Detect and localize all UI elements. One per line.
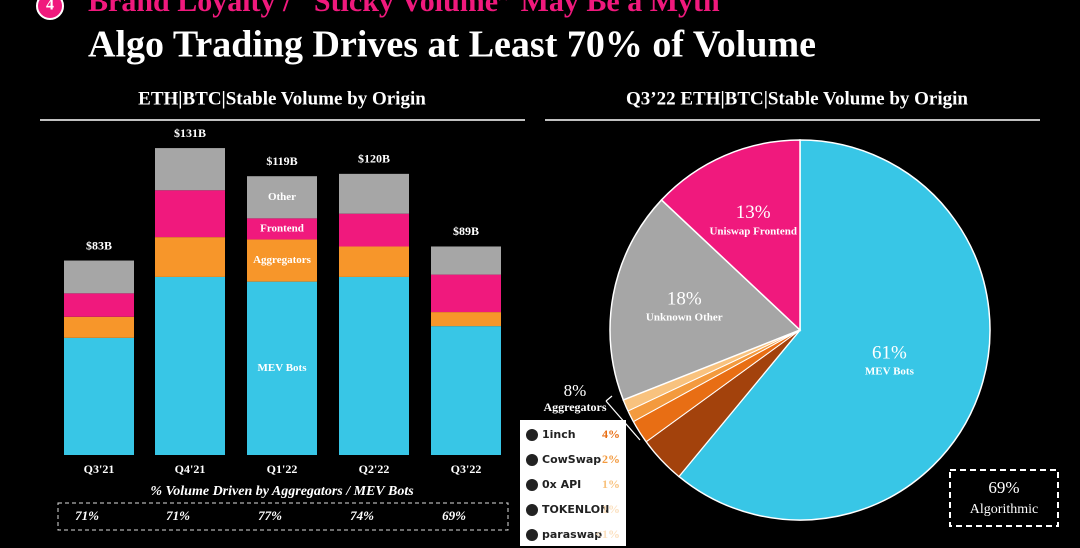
total-label: $131B xyxy=(174,126,206,140)
bar-segment xyxy=(247,176,317,219)
bar-segment xyxy=(155,276,225,455)
breakdown-value: 1% xyxy=(602,477,620,491)
x-tick-label: Q2'22 xyxy=(359,462,390,476)
bar-segment xyxy=(431,312,501,327)
bar-segment xyxy=(247,281,317,455)
bar-segment xyxy=(247,239,317,282)
bar-segment xyxy=(431,246,501,275)
bar-segment xyxy=(155,190,225,238)
total-label: $89B xyxy=(453,224,479,238)
share-label: 77% xyxy=(258,508,282,523)
logo-dot xyxy=(526,429,538,441)
bar-segment xyxy=(339,213,409,247)
breakdown-name: CowSwap xyxy=(542,453,601,466)
bar-segment xyxy=(431,326,501,455)
slice-value: 13% xyxy=(736,202,771,223)
breakdown-value: 2% xyxy=(602,452,620,466)
bar-chart-title: ETH|BTC|Stable Volume by Origin xyxy=(138,88,426,109)
slice-name: Aggregators xyxy=(543,400,606,414)
breakdown-value: 1% xyxy=(602,502,620,516)
pie-chart-title: Q3’22 ETH|BTC|Stable Volume by Origin xyxy=(626,88,968,109)
bar-segment xyxy=(64,293,134,317)
bar-segment xyxy=(431,274,501,313)
pie-slice xyxy=(677,139,991,521)
logo-dot xyxy=(526,504,538,516)
breakdown-value: 4% xyxy=(602,427,620,441)
annotation-text: Algorithmic xyxy=(970,502,1038,517)
footnote: % Volume Driven by Aggregators / MEV Bot… xyxy=(150,484,414,499)
bar-segment xyxy=(339,246,409,277)
bar-segment xyxy=(64,316,134,338)
bar-segment xyxy=(155,237,225,277)
breakdown-name: 0x API xyxy=(542,478,581,491)
annotation-value: 69% xyxy=(988,478,1019,497)
logo-dot xyxy=(526,529,538,541)
bar-segment xyxy=(339,173,409,214)
breakdown-name: TOKENLON xyxy=(542,503,609,516)
slice-value: 8% xyxy=(564,381,587,400)
share-label: 74% xyxy=(350,508,374,523)
breakdown-box xyxy=(520,420,626,546)
kicker: Brand Loyalty / “Sticky Volume” May Be a… xyxy=(88,0,720,18)
x-tick-label: Q4'21 xyxy=(175,462,206,476)
bar-segment xyxy=(155,148,225,191)
share-label: 71% xyxy=(75,508,99,523)
section-number: 4 xyxy=(46,0,54,14)
aggregator-bracket xyxy=(605,395,641,441)
annotation-box xyxy=(949,469,1059,527)
segment-label: Other xyxy=(268,191,296,203)
pie-slice xyxy=(609,198,802,401)
share-label: 69% xyxy=(442,508,466,523)
x-tick-label: Q3'21 xyxy=(84,462,115,476)
bar-segment xyxy=(339,276,409,455)
total-label: $120B xyxy=(358,152,390,166)
slide-title: Algo Trading Drives at Least 70% of Volu… xyxy=(88,24,816,66)
slice-name: Uniswap Frontend xyxy=(709,225,797,237)
logo-dot xyxy=(526,479,538,491)
total-label: $119B xyxy=(266,154,297,168)
breakdown-value: <1% xyxy=(595,527,620,541)
section-badge xyxy=(36,0,64,20)
share-label: 71% xyxy=(166,508,190,523)
segment-label: Frontend xyxy=(260,222,304,234)
bar-segment xyxy=(247,218,317,240)
logo-dot xyxy=(526,454,538,466)
bar-segment xyxy=(64,260,134,294)
share-box xyxy=(57,502,509,531)
x-tick-label: Q1'22 xyxy=(267,462,298,476)
slice-name: MEV Bots xyxy=(865,366,915,378)
slice-name: Unknown Other xyxy=(646,311,723,323)
slice-value: 18% xyxy=(667,288,702,309)
breakdown-name: paraswap xyxy=(542,528,602,541)
segment-label: Aggregators xyxy=(253,254,312,266)
segment-label: MEV Bots xyxy=(258,362,308,374)
breakdown-name: 1inch xyxy=(542,428,576,441)
pie-slice xyxy=(660,139,801,332)
x-tick-label: Q3'22 xyxy=(451,462,482,476)
bar-segment xyxy=(64,337,134,455)
total-label: $83B xyxy=(86,238,112,252)
slice-value: 61% xyxy=(872,343,907,364)
